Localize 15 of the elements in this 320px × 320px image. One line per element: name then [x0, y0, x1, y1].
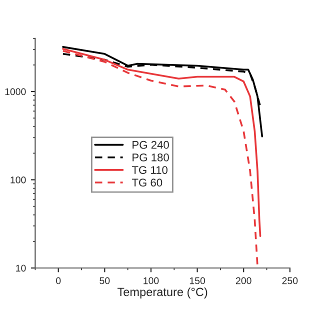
x-tick-label: 100 — [144, 277, 159, 284]
x-axis-title: Temperature (°C) — [118, 287, 208, 298]
x-tick-label: 250 — [282, 277, 298, 284]
x-tick-label: 0 — [56, 277, 61, 284]
y-tick-label: 10 — [16, 264, 26, 272]
legend-label: PG 240 — [132, 140, 169, 149]
x-tick-label: 150 — [190, 277, 206, 284]
line-series — [62, 46, 264, 138]
y-tick-label: 1000 — [5, 88, 26, 96]
y-tick-label: 100 — [10, 176, 26, 184]
legend-label: PG 180 — [132, 154, 169, 162]
x-tick-label: 200 — [236, 277, 252, 284]
x-tick-label: 50 — [100, 277, 110, 284]
legend-label: TG 110 — [132, 166, 168, 174]
legend-label: TG 60 — [132, 178, 162, 187]
